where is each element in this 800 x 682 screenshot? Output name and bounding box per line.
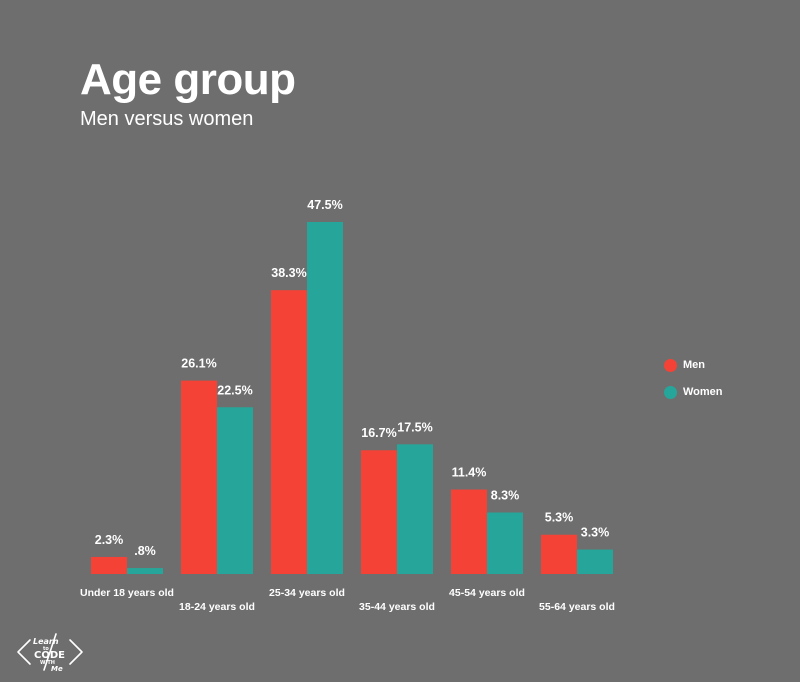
svg-text:WITH: WITH: [40, 660, 55, 666]
chart-subtitle: Men versus women: [80, 108, 254, 130]
data-label-men-3: 16.7%: [361, 426, 396, 440]
bar-men-1: [181, 380, 217, 574]
category-label-5: 55-64 years old: [539, 601, 615, 613]
svg-text:CODE: CODE: [34, 650, 65, 661]
data-label-men-2: 38.3%: [271, 266, 306, 280]
legend-swatch-men: [664, 358, 677, 372]
data-label-men-1: 26.1%: [181, 357, 216, 371]
data-label-women-0: .8%: [134, 544, 156, 558]
bar-men-5: [541, 534, 577, 574]
svg-text:Me: Me: [51, 665, 63, 673]
data-label-men-4: 11.4%: [452, 466, 487, 480]
bar-women-3: [397, 444, 433, 574]
chart-legend: Men Women: [664, 358, 723, 412]
data-label-women-1: 22.5%: [217, 383, 252, 397]
learn-to-code-with-me-logo: Learn to CODE WITH Me: [17, 633, 83, 673]
svg-text:Learn: Learn: [33, 637, 59, 646]
data-label-men-5: 5.3%: [545, 511, 574, 525]
bar-men-2: [271, 290, 307, 574]
bar-women-1: [217, 407, 253, 574]
category-label-4: 45-54 years old: [449, 587, 525, 599]
bar-women-4: [487, 512, 523, 574]
bar-men-3: [361, 450, 397, 574]
chart-title: Age group: [80, 55, 296, 104]
bar-men-4: [451, 489, 487, 574]
data-label-women-2: 47.5%: [307, 198, 342, 212]
data-label-men-0: 2.3%: [95, 533, 124, 547]
category-label-0: Under 18 years old: [80, 587, 174, 599]
bar-men-0: [91, 556, 127, 574]
category-label-1: 18-24 years old: [179, 601, 255, 613]
legend-label-men: Men: [683, 359, 705, 371]
category-label-3: 35-44 years old: [359, 601, 435, 613]
data-label-women-5: 3.3%: [581, 526, 610, 540]
svg-text:to: to: [43, 646, 49, 652]
legend-item-men: Men: [664, 358, 723, 372]
legend-item-women: Women: [664, 385, 723, 399]
legend-label-women: Women: [683, 386, 723, 398]
bar-women-2: [307, 222, 343, 574]
category-label-2: 25-34 years old: [269, 587, 345, 599]
legend-swatch-women: [664, 385, 677, 399]
data-label-women-4: 8.3%: [491, 488, 520, 502]
bar-women-0: [127, 568, 163, 574]
bar-women-5: [577, 549, 613, 574]
data-label-women-3: 17.5%: [397, 420, 432, 434]
